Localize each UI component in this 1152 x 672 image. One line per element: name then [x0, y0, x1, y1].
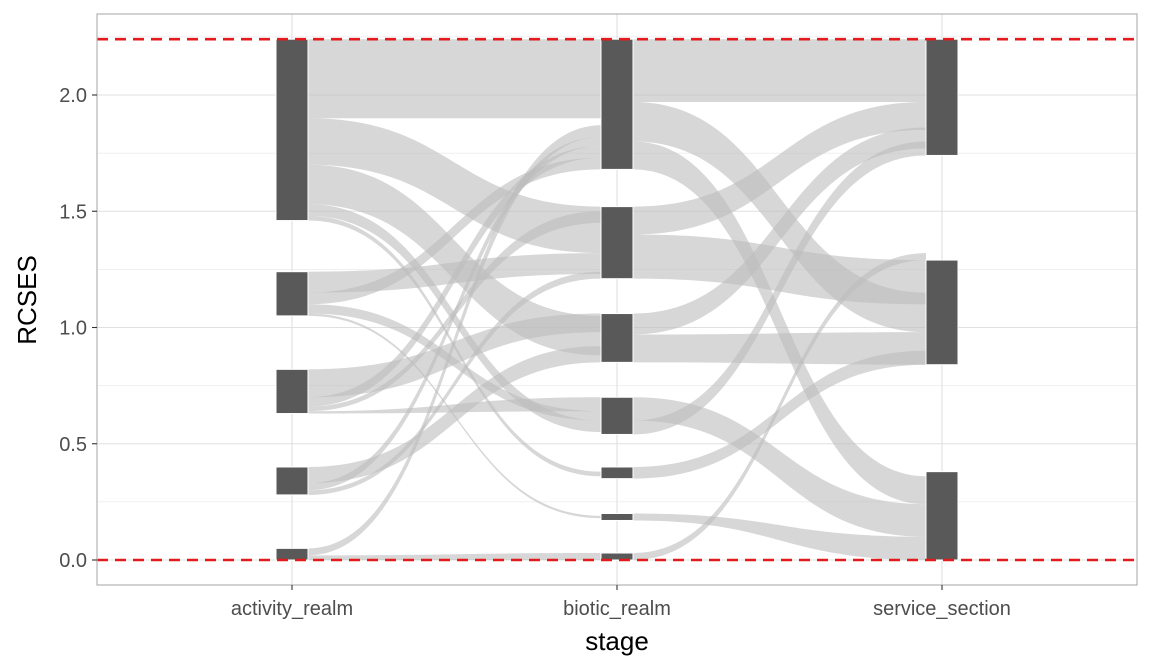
stratum-biotic_realm-4 [600, 313, 634, 363]
y-tick-label: 2.0 [59, 85, 87, 107]
stratum-biotic_realm-2 [600, 466, 634, 480]
flow-activity-to-biotic-14 [308, 136, 601, 491]
flow-activity-to-biotic-12 [308, 397, 601, 414]
flow-activity-to-biotic-15 [308, 271, 601, 495]
flow-activity-to-biotic-17 [308, 553, 601, 560]
strata [275, 38, 959, 561]
flow-biotic-to-service-10 [633, 513, 926, 560]
flow-biotic-to-service-3 [633, 101, 926, 235]
stratum-service_section-2 [925, 38, 959, 156]
reference-lines [97, 37, 1137, 562]
x-axis-ticks: activity_realm biotic_realm service_sectio… [231, 585, 1011, 620]
y-axis-ticks: 0.0 0.5 1.0 1.5 2.0 [59, 85, 97, 572]
stratum-biotic_realm-0 [600, 552, 634, 561]
stratum-activity_realm-0 [275, 547, 309, 561]
stratum-biotic_realm-5 [600, 206, 634, 280]
flow-biotic-to-service-9 [633, 350, 926, 479]
x-tick-label-activity_realm: activity_realm [231, 598, 353, 620]
flow-activity-to-biotic-1 [308, 118, 601, 254]
y-tick-label: 1.0 [59, 318, 87, 340]
stratum-activity_realm-3 [275, 271, 309, 317]
y-tick-label: 0.5 [59, 434, 87, 456]
flow-activity-to-biotic-13 [308, 346, 601, 484]
flows [308, 39, 926, 560]
x-tick-label-service_section: service_section [873, 598, 1011, 620]
flow-activity-to-biotic-6 [308, 157, 601, 305]
x-tick-label-biotic_realm: biotic_realm [563, 598, 671, 620]
stratum-activity_realm-1 [275, 466, 309, 496]
flow-biotic-to-service-0 [633, 39, 926, 102]
flow-biotic-to-service-6 [633, 332, 926, 365]
y-tick-label: 1.5 [59, 201, 87, 223]
stratum-biotic_realm-6 [600, 38, 634, 170]
flow-biotic-to-service-2 [633, 141, 926, 505]
flow-activity-to-biotic-3 [308, 204, 601, 433]
flow-biotic-to-service-8 [633, 141, 926, 435]
stratum-service_section-1 [925, 259, 959, 366]
y-axis-title: RCSES [12, 255, 42, 345]
stratum-service_section-0 [925, 471, 959, 561]
stratum-activity_realm-2 [275, 368, 309, 415]
flow-activity-to-biotic-10 [308, 146, 601, 407]
stratum-biotic_realm-3 [600, 396, 634, 435]
flow-biotic-to-service-5 [633, 127, 926, 335]
flow-activity-to-biotic-2 [308, 164, 601, 356]
flow-activity-to-biotic-0 [308, 39, 601, 119]
y-tick-label: 0.0 [59, 550, 87, 572]
flow-biotic-to-service-11 [633, 253, 926, 560]
stratum-biotic_realm-1 [600, 513, 634, 521]
x-axis-title: stage [585, 626, 649, 656]
stratum-activity_realm-4 [275, 38, 309, 222]
flow-biotic-to-service-7 [633, 397, 926, 537]
flow-activity-to-biotic-16 [308, 125, 601, 556]
